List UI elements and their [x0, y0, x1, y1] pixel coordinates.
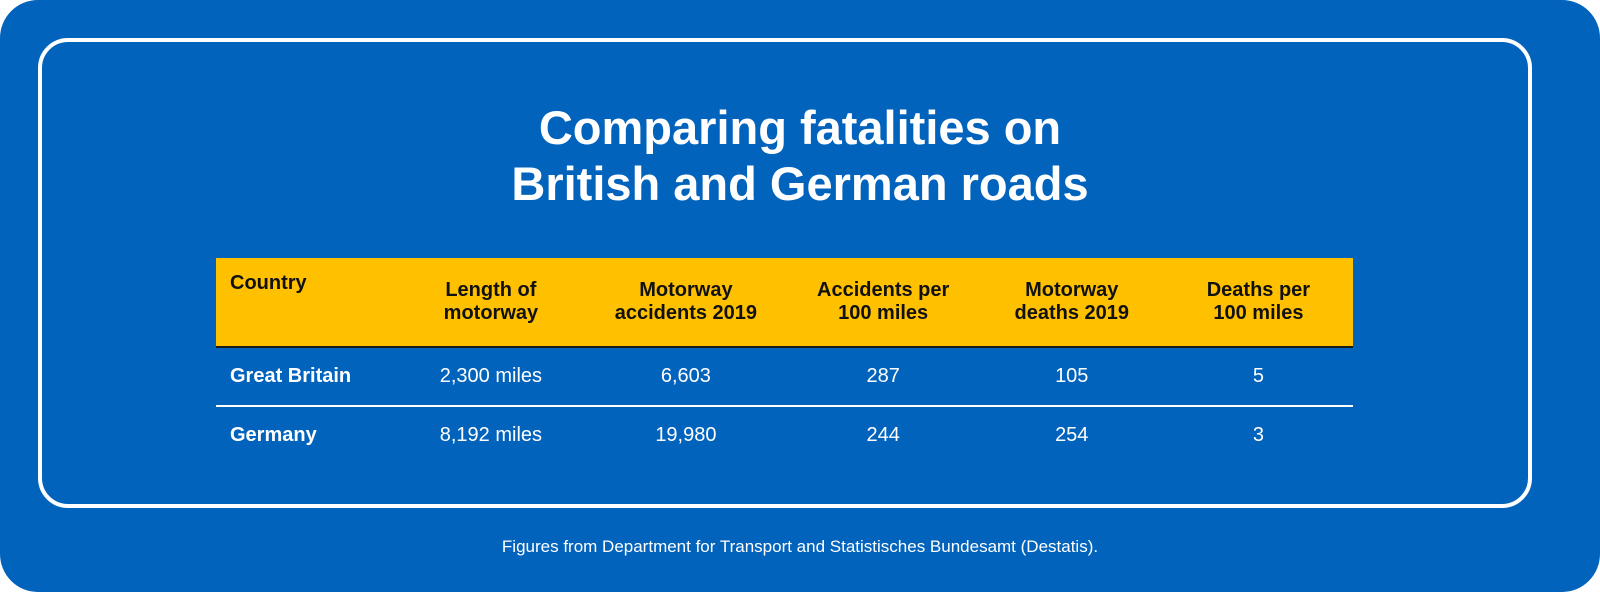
cell-accidents: 6,603: [585, 347, 787, 407]
cell-deaths-per-100: 3: [1252, 424, 1264, 446]
cell-country: Germany: [230, 424, 317, 446]
page-title: Comparing fatalities on British and Germ…: [0, 100, 1600, 212]
cell-length: 8,192 miles: [439, 424, 543, 446]
header-accidents-per-100: Accidents per 100 miles: [786, 258, 980, 348]
title-line-1: Comparing fatalities on: [538, 101, 1062, 154]
cell-country: Great Britain: [216, 347, 397, 407]
cell-deaths: 105: [979, 347, 1164, 407]
table-row: Germany 8,192 miles 19,980 244 254 3: [216, 406, 1353, 464]
title-line-2: British and German roads: [511, 157, 1089, 210]
cell-accidents-per-100: 287: [786, 347, 980, 407]
cell-accidents-per-100: 244: [866, 424, 900, 446]
header-deaths-per-100: Deaths per 100 miles: [1163, 258, 1353, 348]
comparison-table: Country Length of motorway Motorway accide…: [216, 258, 1353, 464]
table-header-row: Country Length of motorway Motorway accide…: [216, 258, 1353, 348]
content-frame: [38, 38, 1532, 508]
cell-accidents: 19,980: [655, 424, 717, 446]
cell-length: 2,300 miles: [396, 347, 586, 407]
header-country: Country: [216, 258, 397, 348]
header-length: Length of motorway: [396, 258, 586, 348]
source-note: Figures from Department for Transport an…: [501, 537, 1099, 556]
header-accidents: Motorway accidents 2019: [585, 258, 787, 348]
table-row: Great Britain 2,300 miles 6,603 287 105 …: [216, 347, 1353, 407]
cell-deaths: 254: [1055, 424, 1089, 446]
cell-deaths-per-100: 5: [1163, 347, 1353, 407]
header-deaths: Motorway deaths 2019: [979, 258, 1164, 348]
